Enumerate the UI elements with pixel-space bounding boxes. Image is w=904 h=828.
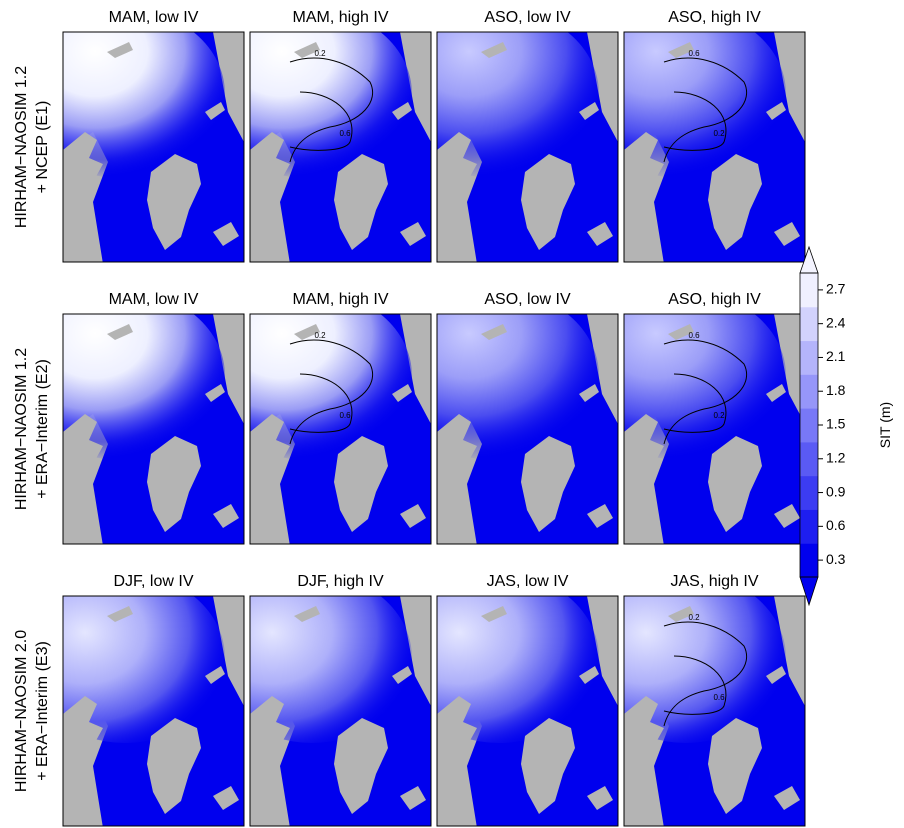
contour-label: 0.6	[688, 331, 700, 340]
panel-title: ASO, low IV	[484, 291, 571, 308]
map-panel	[25, 573, 244, 828]
map-body	[586, 291, 805, 546]
map-panel: 0.2 0.6	[212, 9, 431, 264]
contour-label: 0.2	[713, 129, 725, 138]
figure: HIRHAM−NAOSIM 1.2+ NCEP (E1)MAM, low IVM…	[0, 0, 904, 828]
colorbar-band	[800, 374, 818, 408]
colorbar-tick-label: 1.2	[826, 449, 846, 465]
contour-label: 0.6	[339, 129, 351, 138]
map-body	[586, 573, 805, 828]
map-body	[586, 9, 805, 264]
map-body	[399, 291, 618, 546]
map-panel	[25, 291, 244, 546]
map-panel: 0.2 0.6	[212, 291, 431, 546]
sea-ice	[25, 573, 225, 743]
colorbar-band	[800, 543, 818, 577]
map-body	[212, 573, 431, 828]
map-panel: 0.6 0.2	[586, 291, 805, 546]
contour-label: 0.6	[688, 49, 700, 58]
map-panel: 0.2 0.6	[586, 573, 805, 828]
colorbar: 0.3 0.6 0.9 1.2 1.5 1.8 2.1 2.4 2.7 SIT (m)	[800, 247, 893, 605]
colorbar-band	[800, 509, 818, 543]
colorbar-tick-label: 1.8	[826, 382, 846, 398]
map-body	[25, 9, 244, 264]
row-label: + ERA−Interim (E2)	[34, 359, 51, 499]
map-body	[25, 573, 244, 828]
row-label: + ERA−Interim (E3)	[34, 641, 51, 781]
colorbar-band	[800, 442, 818, 476]
map-panel	[399, 573, 618, 828]
panel-title: DJF, low IV	[113, 573, 193, 590]
row-label: HIRHAM−NAOSIM 2.0	[13, 630, 30, 792]
panel-title: ASO, low IV	[484, 9, 571, 26]
contour-label: 0.6	[339, 411, 351, 420]
contour-label: 0.2	[688, 613, 700, 622]
colorbar-label: SIT (m)	[877, 402, 893, 448]
colorbar-tick-label: 0.3	[826, 551, 846, 567]
map-body	[399, 573, 618, 828]
colorbar-tick-label: 2.4	[826, 314, 846, 330]
panel-title: MAM, low IV	[109, 9, 199, 26]
map-panel	[399, 9, 618, 264]
panel-title: ASO, high IV	[668, 291, 761, 308]
colorbar-band	[800, 341, 818, 375]
colorbar-band	[800, 476, 818, 510]
map-panel	[399, 291, 618, 546]
sea-ice	[25, 291, 225, 461]
panel-title: DJF, high IV	[297, 573, 384, 590]
map-panel	[212, 573, 431, 828]
contour-label: 0.2	[713, 411, 725, 420]
panel-title: ASO, high IV	[668, 9, 761, 26]
contour-label: 0.2	[314, 331, 326, 340]
colorbar-tick-label: 0.9	[826, 483, 846, 499]
colorbar-band	[800, 273, 818, 307]
map-panel: 0.6 0.2	[586, 9, 805, 264]
sea-ice	[25, 9, 225, 179]
colorbar-tick-label: 0.6	[826, 517, 846, 533]
row-label: HIRHAM−NAOSIM 1.2	[13, 66, 30, 228]
map-body	[399, 9, 618, 264]
map-body	[212, 9, 431, 264]
colorbar-band	[800, 307, 818, 341]
map-body	[212, 291, 431, 546]
panel-title: JAS, high IV	[670, 573, 758, 590]
panel-title: MAM, low IV	[109, 291, 199, 308]
colorbar-tick-label: 2.1	[826, 348, 846, 364]
colorbar-tick-label: 1.5	[826, 416, 846, 432]
contour-label: 0.2	[314, 49, 326, 58]
contour-label: 0.6	[713, 693, 725, 702]
row-label: + NCEP (E1)	[34, 101, 51, 194]
panel-title: MAM, high IV	[292, 291, 388, 308]
row-label: HIRHAM−NAOSIM 1.2	[13, 348, 30, 510]
panel-title: JAS, low IV	[487, 573, 569, 590]
map-panel	[25, 9, 244, 264]
panel-title: MAM, high IV	[292, 9, 388, 26]
colorbar-tick-label: 2.7	[826, 281, 846, 297]
colorbar-band	[800, 408, 818, 442]
map-body	[25, 291, 244, 546]
